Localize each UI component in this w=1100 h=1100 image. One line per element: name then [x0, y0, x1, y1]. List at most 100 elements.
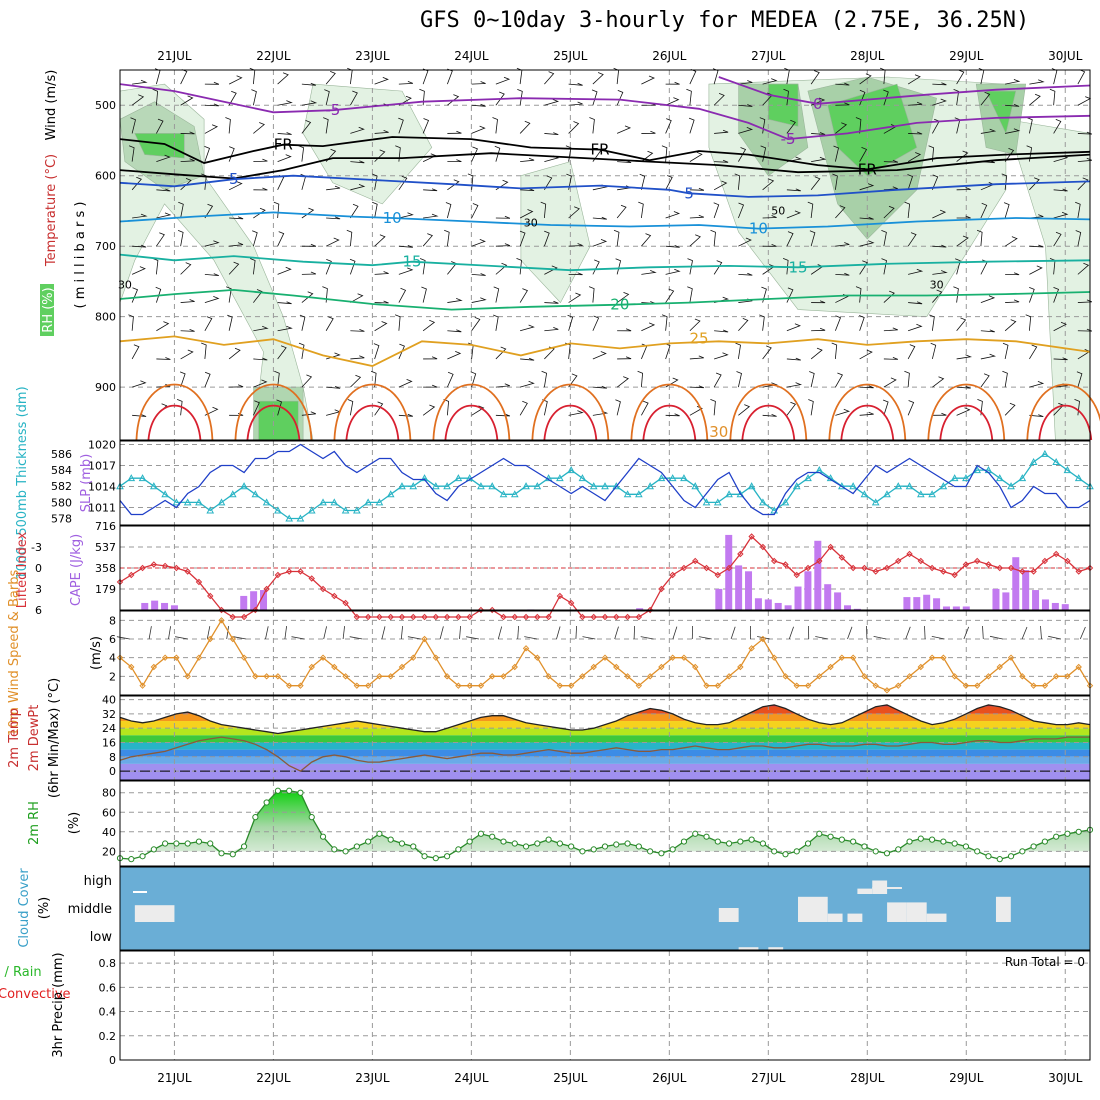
wind10-series-point — [748, 645, 755, 652]
upper-wind-barb — [326, 216, 341, 220]
lifted-index-series-point — [759, 543, 767, 551]
thickness-series-point — [285, 514, 294, 522]
bottom-day-label: 28JUL — [850, 1071, 885, 1085]
upper-wind-barb — [762, 345, 772, 360]
rh2m-series-point — [308, 814, 315, 821]
cape-bar — [942, 606, 950, 610]
rh2m-series-point — [647, 848, 654, 855]
wind10-series-point — [285, 682, 293, 689]
thickness-series-point — [420, 474, 429, 482]
wind10-barb — [116, 636, 130, 640]
upper-wind-barb — [132, 79, 148, 85]
cape-bar — [1041, 599, 1049, 610]
rh2m-series-point — [173, 840, 180, 847]
rh2m-series-point — [804, 840, 812, 847]
lifted-index-series-point — [579, 613, 586, 621]
cloud-unit: (%) — [37, 897, 52, 920]
upper-wind-barb — [714, 329, 729, 333]
cloud-level-label: low — [90, 930, 113, 945]
upper-wind-barb — [687, 258, 693, 275]
lifted-index-series-point — [849, 564, 857, 572]
rh2m-series-point — [613, 841, 620, 848]
upper-wind-barb — [131, 176, 142, 191]
upper-wind-barb — [928, 145, 935, 162]
upper-wind-barb — [325, 316, 334, 331]
precip-panel-frame — [119, 950, 1091, 1061]
upper-wind-barb — [811, 300, 826, 304]
rh2m-series-point — [680, 838, 688, 845]
isotherm-label: FR — [591, 141, 610, 159]
cape-bar — [250, 591, 258, 610]
wind10-series-point — [252, 673, 259, 680]
thickness-series-point — [589, 482, 598, 490]
upper-wind-barb — [471, 405, 485, 416]
upper-wind-barb — [447, 68, 453, 85]
upper-wind-barb — [907, 323, 923, 332]
li-y-tick: 6 — [35, 604, 42, 617]
upper-wind-barb — [907, 74, 921, 85]
upper-wind-barb — [471, 273, 486, 276]
upper-wind-barb — [665, 268, 681, 275]
thickness-series-point — [443, 482, 451, 490]
wind10-series-point — [985, 673, 992, 680]
wind10-series-point — [838, 654, 846, 661]
upper-wind-barb — [370, 370, 377, 388]
upper-wind-barb — [1077, 157, 1092, 163]
upper-ylabel-rh: RH (%) — [41, 287, 56, 332]
upper-wind-barb — [204, 406, 219, 416]
precip-y-tick: 0.4 — [99, 1006, 117, 1019]
lifted-index-series-point — [680, 564, 688, 572]
upper-wind-barb — [516, 67, 523, 85]
rh2m-series-point — [218, 850, 225, 857]
upper-wind-barb — [1077, 328, 1093, 332]
lifted-index-series-point — [410, 613, 417, 621]
lifted-index-series-point — [466, 613, 473, 621]
upper-wind-barb — [689, 151, 703, 162]
upper-wind-barb — [710, 399, 716, 416]
wind10-barb — [323, 626, 327, 640]
upper-wind-barb — [180, 329, 195, 332]
precip-legend-convective: Convective — [0, 987, 71, 1002]
wind10-barb — [439, 626, 444, 640]
upper-wind-barb — [904, 370, 910, 388]
wind10-series-point — [759, 635, 767, 643]
cape-bar — [992, 588, 1000, 610]
isotherm-arc — [444, 404, 499, 441]
upper-wind-barb — [811, 327, 826, 332]
upper-ylabel-mb: ( m i l l i b a r s ) — [73, 202, 88, 309]
rh2m-series-point — [996, 856, 1003, 863]
rh2m-series-point — [590, 846, 597, 853]
rh2m-panel-frame — [119, 780, 1091, 867]
upper-wind-barb — [540, 201, 547, 219]
rh2m-series-point — [556, 840, 563, 847]
upper-wind-barb — [419, 88, 425, 106]
upper-wind-barb — [859, 349, 873, 360]
rh2m-series-point — [748, 836, 755, 843]
wind10-series-point — [195, 654, 203, 661]
rh2m-series-point — [274, 787, 282, 794]
slp-y-tick: 1017 — [88, 460, 116, 473]
wind10-series-point — [579, 673, 586, 680]
rh2m-series-point — [365, 838, 372, 845]
lifted-index-series-point — [1052, 550, 1060, 558]
isotherm-arc — [1026, 383, 1100, 441]
lifted-index-series-point — [398, 613, 406, 621]
upper-wind-barb — [835, 272, 850, 276]
thickness-series-point — [206, 506, 215, 514]
lifted-index-series-point — [116, 578, 124, 586]
upper-wind-barb — [395, 145, 401, 162]
upper-wind-barb — [956, 354, 973, 360]
wind10-barb — [400, 626, 403, 640]
upper-wind-barb — [398, 287, 407, 303]
upper-wind-barb — [132, 244, 147, 248]
wind10-series-point — [128, 663, 135, 671]
precip-y-tick: 0.8 — [99, 957, 117, 970]
wind10-series-point — [793, 682, 800, 689]
upper-wind-barb — [955, 258, 961, 275]
upper-wind-barb — [641, 400, 649, 416]
upper-wind-barb — [347, 67, 353, 85]
wind10-panel-frame — [119, 610, 1091, 696]
thickness-series-point — [364, 498, 372, 506]
rh2m-series-point — [443, 853, 451, 860]
upper-wind-barb — [471, 239, 486, 247]
